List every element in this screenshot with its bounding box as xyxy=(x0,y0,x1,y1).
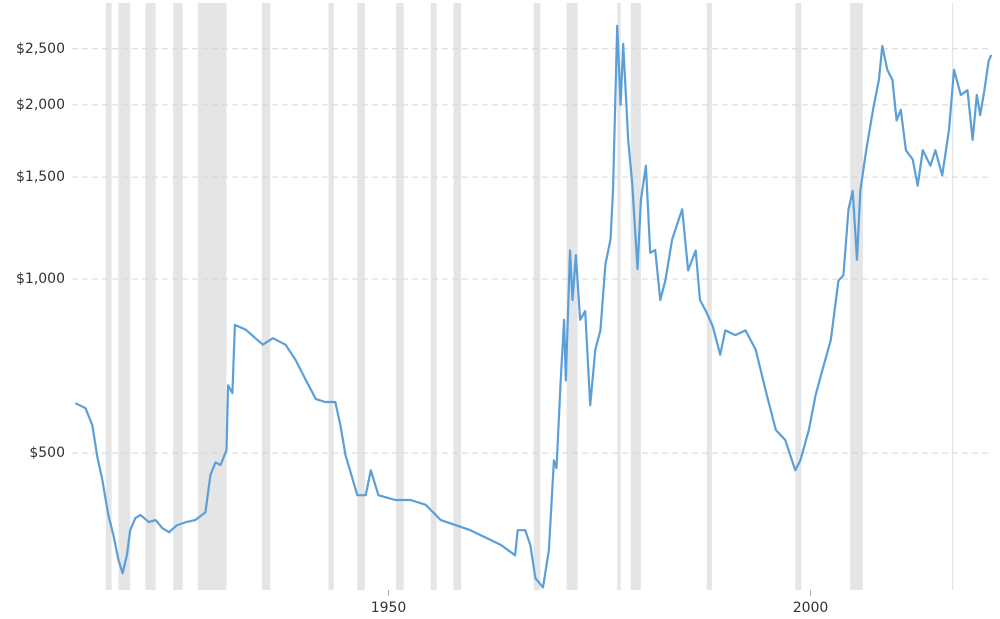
recession-band xyxy=(951,3,954,590)
y-tick-label: $1,000 xyxy=(16,271,65,287)
recession-band xyxy=(617,3,621,590)
recession-band xyxy=(430,3,437,590)
recession-band xyxy=(795,3,802,590)
recession-band xyxy=(261,3,271,590)
y-tick-label: $500 xyxy=(29,445,65,461)
x-tick-label: 2000 xyxy=(793,600,829,616)
recession-band xyxy=(706,3,712,590)
recession-band xyxy=(145,3,156,590)
recession-band xyxy=(396,3,404,590)
recession-band xyxy=(357,3,365,590)
x-tick-label: 1950 xyxy=(371,600,407,616)
recession-band xyxy=(453,3,462,590)
recession-band xyxy=(533,3,541,590)
recession-band xyxy=(328,3,334,590)
recession-band xyxy=(630,3,641,590)
recession-band xyxy=(197,3,227,590)
recession-band xyxy=(850,3,863,590)
price-line xyxy=(74,24,993,589)
recession-band xyxy=(105,3,112,590)
y-tick-label: $2,500 xyxy=(16,41,65,57)
y-tick-label: $1,500 xyxy=(16,169,65,185)
recession-band xyxy=(118,3,131,590)
y-tick-label: $2,000 xyxy=(16,97,65,113)
recession-band xyxy=(173,3,183,590)
